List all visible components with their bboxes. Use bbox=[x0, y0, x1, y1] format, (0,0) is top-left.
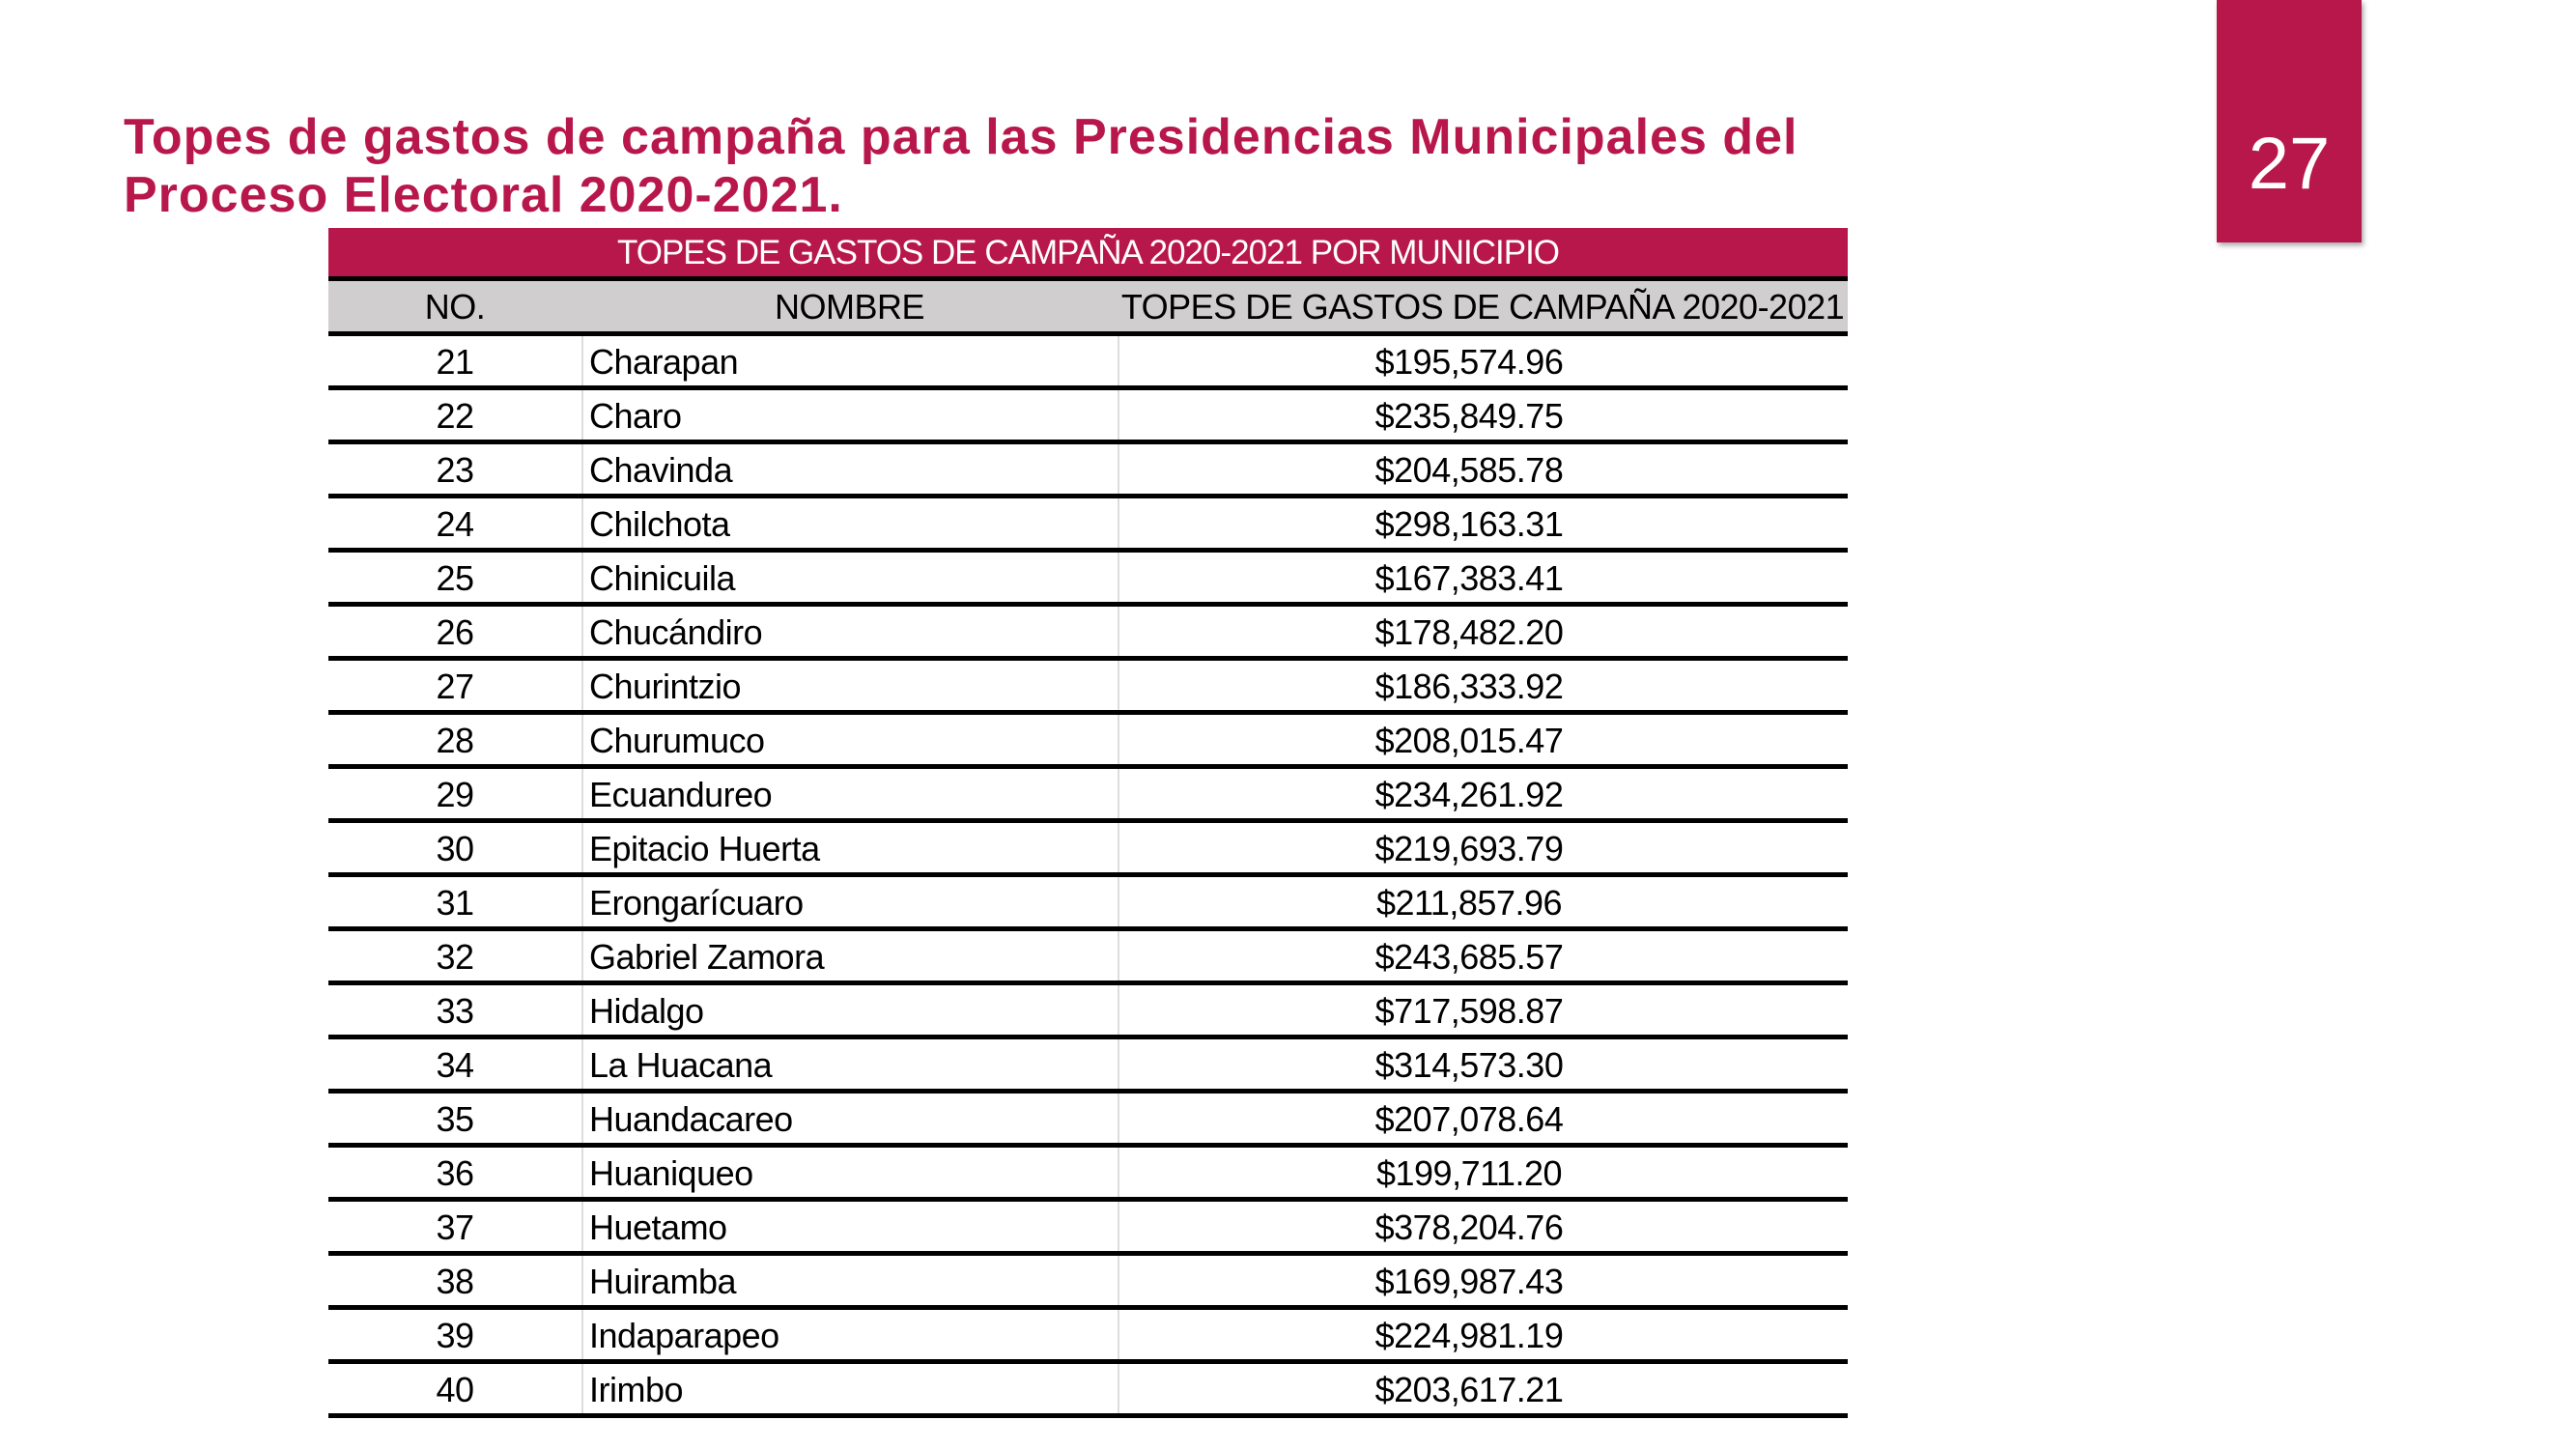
cell-nombre: Epitacio Huerta bbox=[583, 823, 1119, 872]
cell-tope: $204,585.78 bbox=[1374, 450, 1564, 490]
cell-tope: $234,261.92 bbox=[1374, 775, 1564, 814]
cell-nombre: Huandacareo bbox=[583, 1094, 1119, 1143]
cell-tope: $235,849.75 bbox=[1374, 396, 1564, 436]
table-row: 40 Irimbo $203,617.21 bbox=[328, 1364, 1848, 1418]
cell-no: 32 bbox=[328, 931, 583, 980]
cell-tope: $224,981.19 bbox=[1374, 1316, 1564, 1355]
cell-tope: $219,693.79 bbox=[1374, 829, 1564, 868]
cell-no: 31 bbox=[328, 877, 583, 926]
cell-no: 33 bbox=[328, 985, 583, 1035]
table-row: 30 Epitacio Huerta $219,693.79 bbox=[328, 823, 1848, 877]
cell-tope: $211,857.96 bbox=[1375, 883, 1563, 923]
cell-nombre: Gabriel Zamora bbox=[583, 931, 1119, 980]
cell-no: 24 bbox=[328, 498, 583, 548]
table-row: 32 Gabriel Zamora $243,685.57 bbox=[328, 931, 1848, 985]
cell-no: 34 bbox=[328, 1039, 583, 1089]
table-row: 22 Charo $235,849.75 bbox=[328, 390, 1848, 444]
cell-no: 30 bbox=[328, 823, 583, 872]
table-row: 29 Ecuandureo $234,261.92 bbox=[328, 769, 1848, 823]
table-row: 31 Erongarícuaro $211,857.96 bbox=[328, 877, 1848, 931]
table-row: 27 Churintzio $186,333.92 bbox=[328, 661, 1848, 715]
cell-no: 36 bbox=[328, 1148, 583, 1197]
cell-nombre: Irimbo bbox=[583, 1364, 1119, 1413]
cell-nombre: Chucándiro bbox=[583, 607, 1119, 656]
cell-nombre: Hidalgo bbox=[583, 985, 1119, 1035]
table-row: 23 Chavinda $204,585.78 bbox=[328, 444, 1848, 498]
cell-no: 38 bbox=[328, 1256, 583, 1305]
cell-no: 23 bbox=[328, 444, 583, 494]
cell-no: 28 bbox=[328, 715, 583, 764]
cell-no: 39 bbox=[328, 1310, 583, 1359]
cell-tope: $207,078.64 bbox=[1374, 1099, 1564, 1139]
cell-tope: $298,163.31 bbox=[1374, 504, 1564, 544]
cell-tope: $167,383.41 bbox=[1374, 558, 1564, 598]
table-row: 24 Chilchota $298,163.31 bbox=[328, 498, 1848, 553]
table-row: 38 Huiramba $169,987.43 bbox=[328, 1256, 1848, 1310]
cell-nombre: Indaparapeo bbox=[583, 1310, 1119, 1359]
table-row: 25 Chinicuila $167,383.41 bbox=[328, 553, 1848, 607]
header-topes: TOPES DE GASTOS DE CAMPAÑA 2020-2021 bbox=[1120, 287, 1845, 327]
table-row: 21 Charapan $195,574.96 bbox=[328, 336, 1848, 390]
header-nombre: NOMBRE bbox=[774, 287, 925, 327]
table-row: 26 Chucándiro $178,482.20 bbox=[328, 607, 1848, 661]
cell-tope: $178,482.20 bbox=[1374, 612, 1564, 652]
table-row: 36 Huaniqueo $199,711.20 bbox=[328, 1148, 1848, 1202]
cell-no: 25 bbox=[328, 553, 583, 602]
cell-no: 27 bbox=[328, 661, 583, 710]
cell-tope: $203,617.21 bbox=[1374, 1370, 1564, 1409]
table-row: 39 Indaparapeo $224,981.19 bbox=[328, 1310, 1848, 1364]
cell-nombre: Churumuco bbox=[583, 715, 1119, 764]
cell-no: 35 bbox=[328, 1094, 583, 1143]
cell-nombre: Chavinda bbox=[583, 444, 1119, 494]
cell-nombre: Huaniqueo bbox=[583, 1148, 1119, 1197]
cell-nombre: Charo bbox=[583, 390, 1119, 440]
cell-tope: $717,598.87 bbox=[1374, 991, 1564, 1031]
cell-nombre: Ecuandureo bbox=[583, 769, 1119, 818]
cell-no: 29 bbox=[328, 769, 583, 818]
table-row: 33 Hidalgo $717,598.87 bbox=[328, 985, 1848, 1039]
campaign-spending-table: TOPES DE GASTOS DE CAMPAÑA 2020-2021 POR… bbox=[328, 228, 1848, 1418]
cell-no: 40 bbox=[328, 1364, 583, 1413]
cell-nombre: Huetamo bbox=[583, 1202, 1119, 1251]
table-body: 21 Charapan $195,574.96 22 Charo $235,849.75 2… bbox=[328, 336, 1848, 1418]
cell-nombre: La Huacana bbox=[583, 1039, 1119, 1089]
table-caption: TOPES DE GASTOS DE CAMPAÑA 2020-2021 POR… bbox=[328, 228, 1848, 281]
table-row: 35 Huandacareo $207,078.64 bbox=[328, 1094, 1848, 1148]
cell-no: 37 bbox=[328, 1202, 583, 1251]
table-row: 28 Churumuco $208,015.47 bbox=[328, 715, 1848, 769]
cell-tope: $208,015.47 bbox=[1374, 721, 1564, 760]
cell-nombre: Huiramba bbox=[583, 1256, 1119, 1305]
cell-no: 26 bbox=[328, 607, 583, 656]
cell-tope: $195,574.96 bbox=[1374, 342, 1564, 382]
cell-tope: $199,711.20 bbox=[1375, 1153, 1563, 1193]
cell-tope: $378,204.76 bbox=[1374, 1208, 1564, 1247]
header-no: NO. bbox=[424, 287, 486, 327]
cell-tope: $243,685.57 bbox=[1374, 937, 1564, 977]
cell-nombre: Chilchota bbox=[583, 498, 1119, 548]
cell-no: 22 bbox=[328, 390, 583, 440]
cell-nombre: Charapan bbox=[583, 336, 1119, 385]
cell-tope: $314,573.30 bbox=[1374, 1045, 1564, 1085]
table-header-row: NO. NOMBRE TOPES DE GASTOS DE CAMPAÑA 20… bbox=[328, 281, 1848, 336]
page-number-badge: 27 bbox=[2217, 0, 2362, 242]
cell-nombre: Chinicuila bbox=[583, 553, 1119, 602]
table-row: 37 Huetamo $378,204.76 bbox=[328, 1202, 1848, 1256]
table-row: 34 La Huacana $314,573.30 bbox=[328, 1039, 1848, 1094]
cell-tope: $186,333.92 bbox=[1374, 667, 1564, 706]
cell-nombre: Erongarícuaro bbox=[583, 877, 1119, 926]
cell-no: 21 bbox=[328, 336, 583, 385]
slide-title: Topes de gastos de campaña para las Pres… bbox=[124, 109, 1798, 223]
page-number: 27 bbox=[2248, 123, 2331, 205]
cell-nombre: Churintzio bbox=[583, 661, 1119, 710]
cell-tope: $169,987.43 bbox=[1374, 1262, 1564, 1301]
